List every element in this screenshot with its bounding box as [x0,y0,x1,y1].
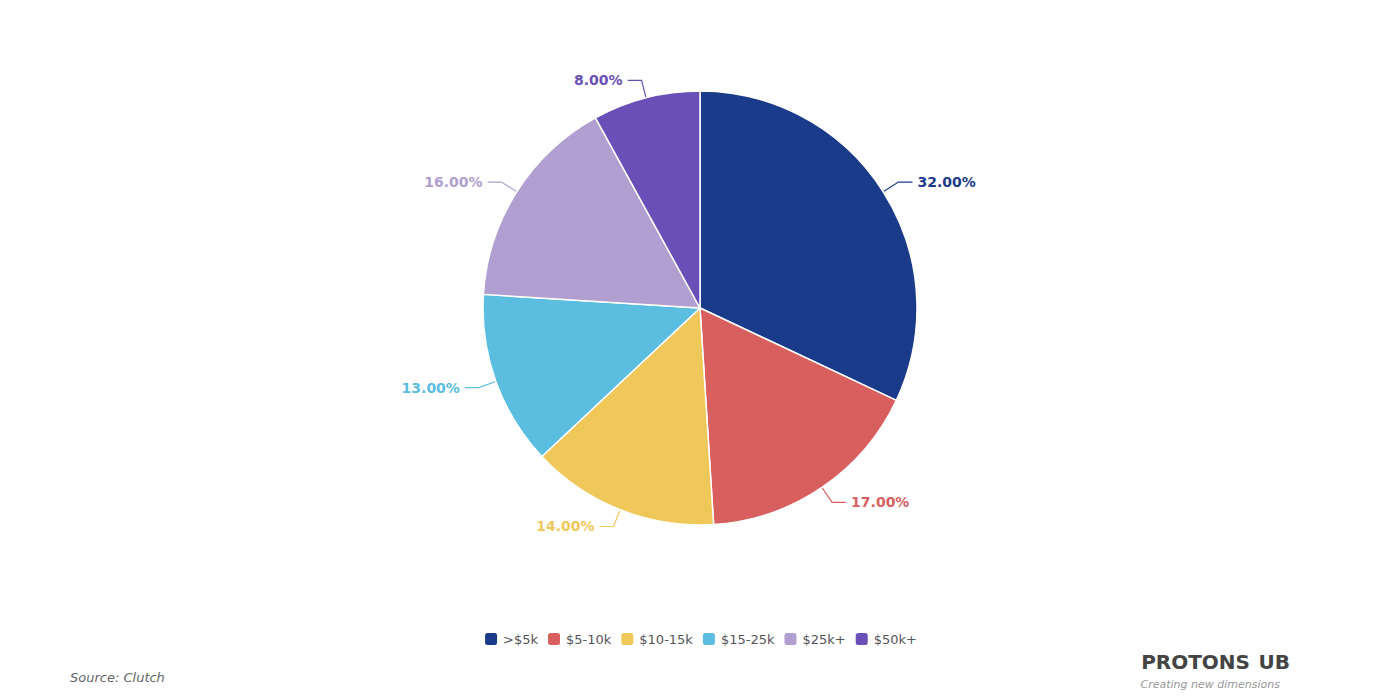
svg-text:14.00%: 14.00% [536,518,594,534]
svg-text:$5-10k: $5-10k [566,632,612,647]
svg-text:32.00%: 32.00% [917,174,975,190]
svg-text:17.00%: 17.00% [851,494,909,510]
svg-text:Creating new dimensions: Creating new dimensions [1141,678,1281,691]
svg-text:Source: Clutch: Source: Clutch [70,670,165,685]
svg-text:$25k+: $25k+ [802,632,845,647]
svg-text:13.00%: 13.00% [402,380,460,396]
svg-text:16.00%: 16.00% [424,174,482,190]
svg-text:PROTONS: PROTONS [1141,650,1250,674]
svg-text:$10-15k: $10-15k [639,632,693,647]
svg-text:8.00%: 8.00% [574,72,623,88]
svg-text:$15-25k: $15-25k [721,632,775,647]
svg-text:$50k+: $50k+ [874,632,917,647]
svg-text:UB: UB [1259,650,1290,674]
svg-text:>$5k: >$5k [503,632,538,647]
